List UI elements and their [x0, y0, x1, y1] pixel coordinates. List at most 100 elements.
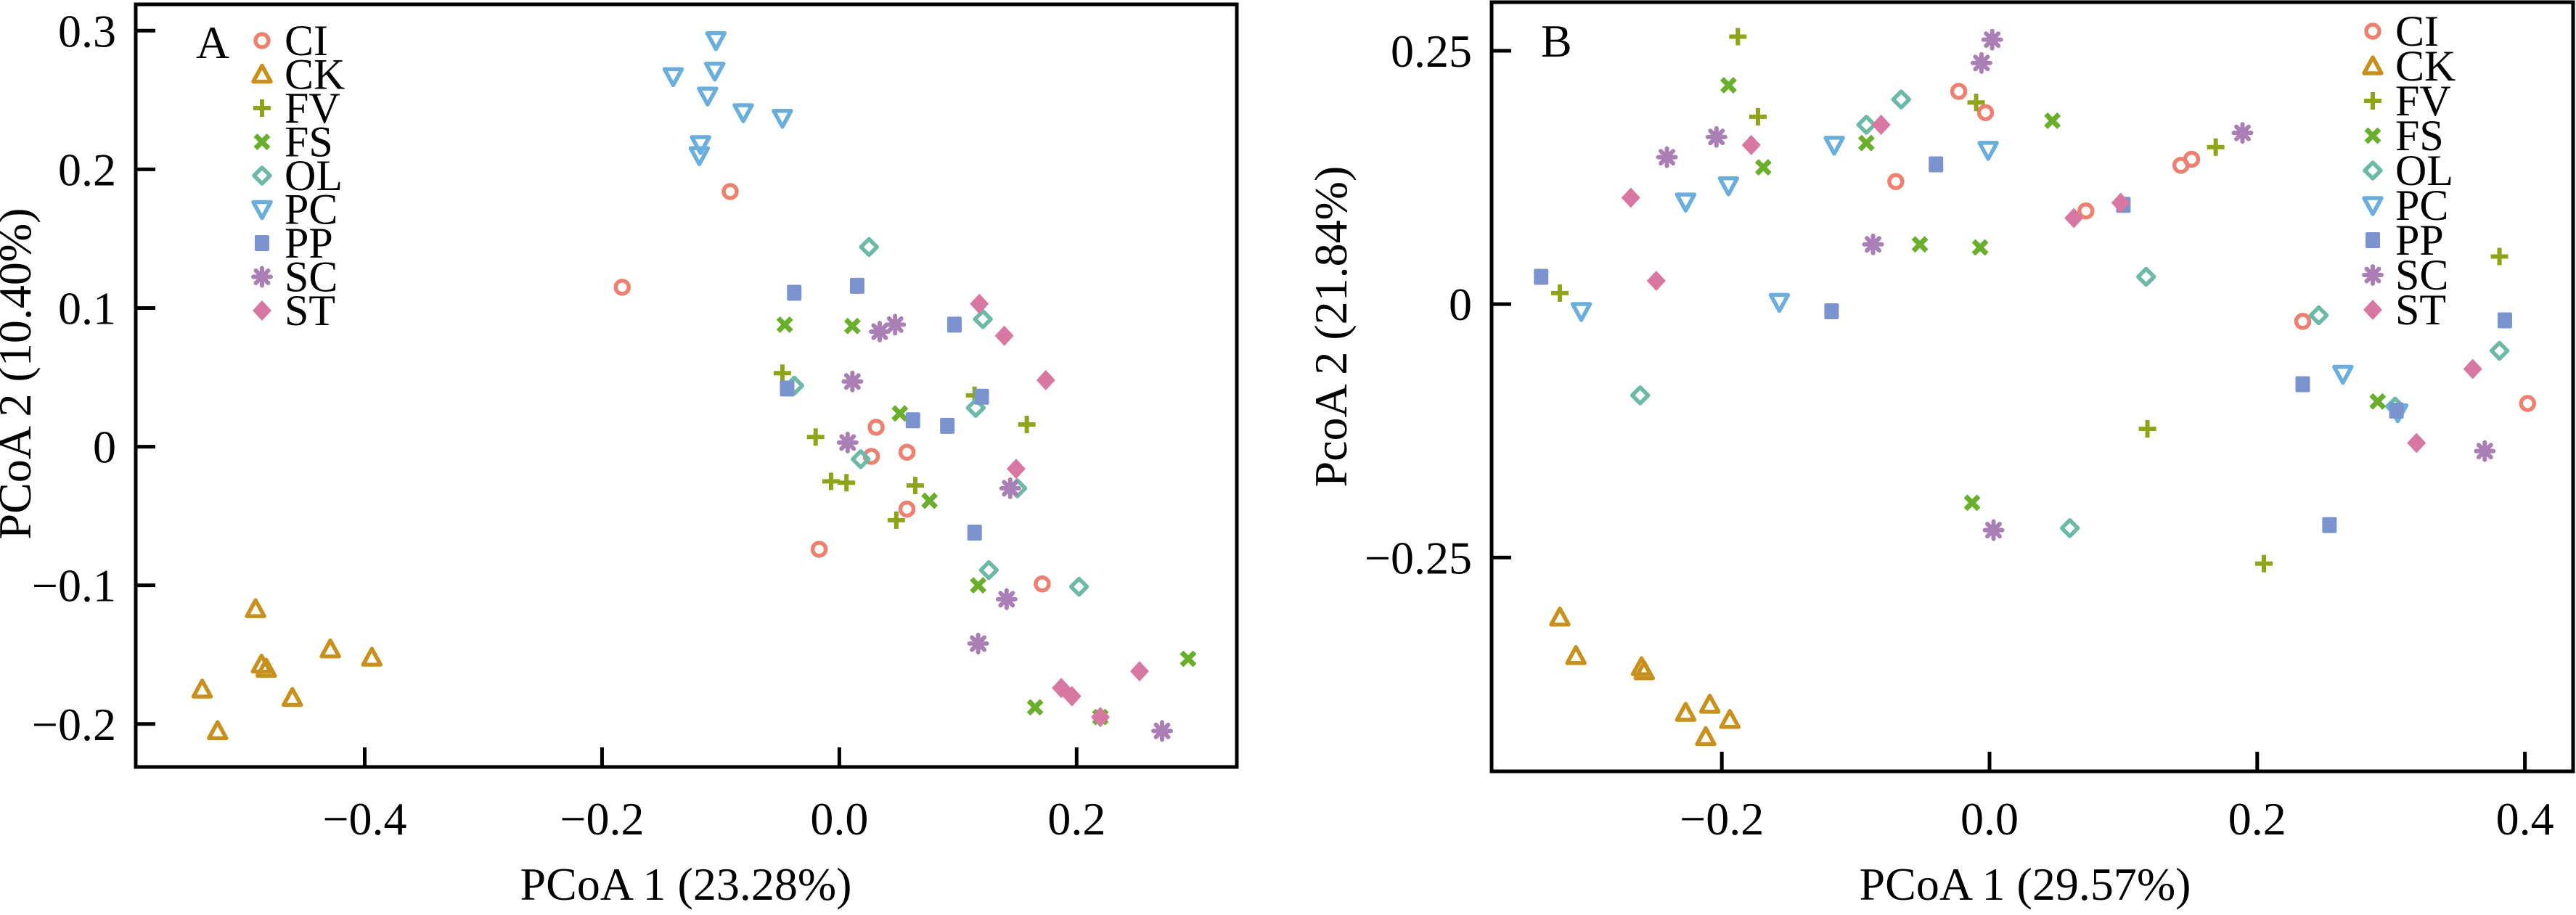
legend-label: SC	[2395, 251, 2448, 299]
data-point-fs	[921, 492, 939, 509]
data-point-ck	[361, 647, 383, 667]
data-point-sc	[841, 370, 864, 393]
data-point-ck	[207, 720, 229, 741]
data-point-sc	[1656, 146, 1678, 168]
data-point-st	[1871, 114, 1891, 135]
data-point-pp	[1824, 303, 1839, 319]
data-point-fs	[1963, 494, 1981, 512]
data-point-ck	[282, 686, 303, 707]
data-point-fv	[1018, 416, 1036, 434]
data-point-pp	[2389, 402, 2404, 419]
data-point-ck	[255, 657, 277, 678]
data-point-sc	[1151, 720, 1174, 742]
legend-marker-fv-icon	[253, 99, 271, 117]
data-point-pc	[772, 108, 793, 129]
legend-item-pp: PP	[2366, 216, 2444, 264]
data-point-ci	[1887, 173, 1905, 190]
y-tick-label: 0.3	[58, 5, 116, 57]
data-point-pc	[1768, 292, 1791, 313]
legend-label: FV	[285, 84, 340, 132]
data-point-fv	[2207, 138, 2225, 156]
panel-b-frame	[1489, 0, 2575, 774]
series-ol	[1630, 89, 2510, 538]
data-point-pp	[787, 284, 802, 301]
data-point-st	[1062, 686, 1081, 707]
data-point-pc	[1717, 176, 1740, 197]
legend-item-ci: CI	[2364, 7, 2439, 55]
data-point-pc	[662, 67, 684, 88]
legend-label: OL	[285, 152, 343, 200]
data-point-fv	[773, 364, 791, 382]
data-point-fv	[806, 428, 825, 446]
data-point-ol	[1068, 576, 1089, 597]
legend-label: PC	[2395, 181, 2448, 229]
panel-b-points	[1534, 28, 2537, 747]
data-point-fs	[1754, 159, 1772, 176]
data-point-pp	[2322, 517, 2337, 533]
data-point-ck	[1675, 702, 1697, 722]
data-point-pc	[1823, 136, 1845, 156]
y-tick-label: 0	[1449, 279, 1472, 330]
data-point-ci	[613, 279, 631, 296]
legend-label: OL	[2395, 147, 2453, 194]
data-point-ol	[973, 309, 993, 329]
data-point-pc	[2332, 364, 2354, 385]
legend-label: CK	[2395, 42, 2456, 90]
y-tick-label: −0.1	[32, 560, 116, 612]
data-point-pc	[690, 135, 711, 155]
x-tick-label: 0.2	[1047, 793, 1105, 845]
legend-label: CI	[285, 17, 328, 65]
data-point-pc	[688, 146, 711, 167]
data-point-sc	[999, 477, 1021, 499]
data-point-fs	[2044, 112, 2061, 129]
series-sc	[836, 313, 1174, 742]
data-point-st	[970, 293, 989, 314]
data-point-fv	[2138, 419, 2156, 438]
data-point-ci	[2077, 202, 2095, 220]
data-point-ck	[319, 638, 341, 659]
data-point-fv	[907, 477, 924, 495]
data-point-ci	[1976, 104, 1995, 121]
series-fv	[1551, 28, 2508, 573]
legend-marker-sc-icon	[251, 266, 273, 288]
series-ci	[1887, 83, 2537, 412]
legend-item-ck: CK	[2362, 42, 2456, 90]
data-point-fv	[1967, 94, 1985, 112]
y-tick-label: −0.25	[1365, 532, 1472, 583]
data-point-ci	[867, 419, 885, 436]
data-point-sc	[868, 320, 891, 342]
data-point-ck	[1633, 660, 1655, 681]
panel-b: −0.2 0.0 0.2 0.4 0.25 0 −0.25 B CICKFVFSOLPCPP…	[1305, 0, 2575, 910]
data-point-pc	[732, 103, 754, 123]
data-point-fs	[2369, 393, 2387, 410]
data-point-pp	[2295, 376, 2310, 393]
legend-label: ST	[285, 287, 335, 335]
legend-marker-ol-icon	[252, 165, 272, 186]
x-tick-label: −0.2	[560, 793, 644, 845]
legend-label: PP	[285, 219, 333, 267]
legend-marker-pc-icon	[251, 200, 273, 221]
data-point-sc	[1981, 28, 2003, 51]
data-point-pc	[1570, 302, 1592, 322]
data-point-ci	[810, 541, 828, 558]
y-tick-label: 0.25	[1391, 25, 1472, 77]
data-point-ck	[1719, 709, 1741, 729]
data-point-sc	[884, 313, 907, 336]
data-point-ci	[1950, 83, 1968, 100]
data-point-fv	[838, 474, 856, 492]
legend-marker-pc-icon	[2362, 196, 2384, 216]
panel-a-frame	[134, 2, 1239, 769]
data-point-sc	[1970, 52, 1992, 74]
legend-marker-st-icon	[253, 300, 271, 321]
legend-marker-sc-icon	[2362, 264, 2384, 286]
data-point-pc	[697, 86, 719, 107]
data-point-pc	[705, 30, 727, 52]
legend-label: FS	[285, 118, 333, 166]
series-ol	[784, 237, 1089, 597]
data-point-ci	[898, 500, 916, 518]
data-point-fs	[1857, 134, 1875, 152]
panel-a-ticks: −0.4 −0.2 0.0 0.2 0.3 0.2 0.1 0 −0.1 −0.2	[32, 5, 1105, 845]
data-point-ol	[2135, 266, 2156, 287]
data-point-ol	[2059, 518, 2080, 538]
panel-a-xlabel: PCoA 1 (23.28%)	[520, 858, 852, 910]
